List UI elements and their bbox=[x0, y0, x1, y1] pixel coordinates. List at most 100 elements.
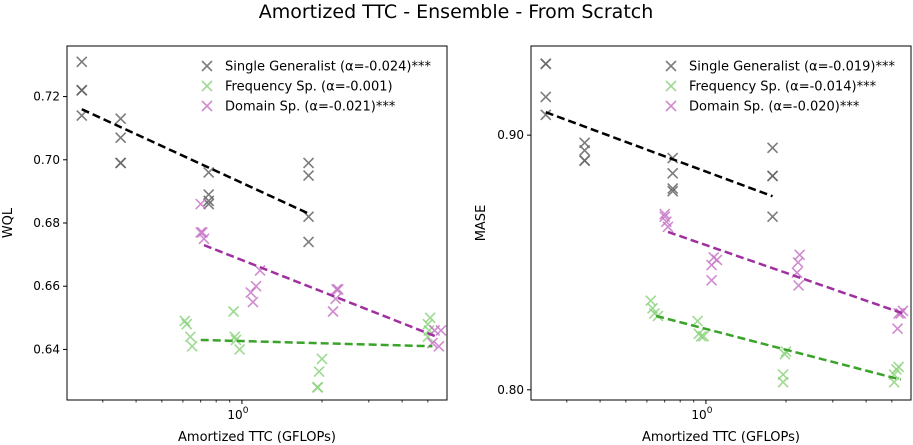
data-point bbox=[792, 256, 804, 269]
data-point bbox=[332, 283, 344, 295]
legend-item: Single Generalist (α=-0.024)*** bbox=[201, 60, 431, 75]
legend: Single Generalist (α=-0.024)*** Frequency… bbox=[201, 60, 431, 115]
legend-label: Domain Sp. (α=-0.020)*** bbox=[689, 100, 860, 115]
data-point bbox=[777, 376, 789, 388]
data-point bbox=[227, 305, 240, 318]
data-point bbox=[316, 353, 328, 365]
data-point bbox=[424, 312, 436, 324]
data-point bbox=[579, 144, 591, 156]
legend-label: Frequency Sp. (α=-0.001) bbox=[225, 80, 393, 95]
series-single-generalist bbox=[76, 56, 315, 248]
data-point bbox=[766, 170, 779, 182]
y-axis-label: WQL bbox=[1, 207, 16, 238]
data-point bbox=[706, 274, 718, 286]
legend-marker bbox=[665, 80, 677, 92]
data-point bbox=[184, 331, 196, 343]
trend-line bbox=[667, 230, 904, 315]
data-point bbox=[780, 346, 792, 358]
data-point bbox=[198, 233, 210, 245]
y-tick-label: 0.80 bbox=[497, 383, 524, 397]
data-point bbox=[195, 226, 207, 239]
legend: Single Generalist (α=-0.019)*** Frequency… bbox=[665, 60, 895, 115]
data-point bbox=[76, 109, 88, 122]
y-axis-label: MASE bbox=[474, 205, 489, 242]
data-point bbox=[196, 226, 208, 239]
data-point bbox=[793, 279, 805, 291]
data-point bbox=[247, 296, 259, 308]
data-point bbox=[888, 376, 900, 388]
legend-label: Single Generalist (α=-0.024)*** bbox=[225, 60, 431, 75]
series-domain-sp bbox=[195, 198, 447, 352]
data-point bbox=[579, 155, 591, 167]
x-tick-label: 100 bbox=[227, 406, 248, 422]
data-point bbox=[302, 170, 315, 182]
trend-line bbox=[81, 108, 310, 215]
y-tick-label: 0.68 bbox=[33, 216, 60, 230]
data-point bbox=[302, 157, 315, 169]
data-point bbox=[433, 340, 445, 352]
legend-item: Frequency Sp. (α=-0.001) bbox=[201, 80, 393, 95]
legend-label: Frequency Sp. (α=-0.014)*** bbox=[689, 80, 877, 95]
data-point bbox=[179, 315, 191, 327]
data-point bbox=[540, 58, 552, 70]
chart-panel-mase: 0.80 0.90 100 Amortized TTC (GFLOPs) MASE Sin… bbox=[474, 45, 912, 445]
data-point bbox=[540, 91, 552, 103]
plot-frame bbox=[530, 45, 912, 401]
data-point bbox=[203, 166, 215, 178]
data-point bbox=[203, 198, 215, 210]
data-point bbox=[891, 323, 904, 335]
legend-item: Domain Sp. (α=-0.021)*** bbox=[201, 100, 396, 115]
legend-marker bbox=[665, 100, 677, 112]
y-tick-label: 0.70 bbox=[33, 153, 60, 167]
data-point bbox=[766, 142, 779, 154]
series-frequency-sp bbox=[645, 295, 905, 388]
data-point bbox=[302, 236, 315, 248]
figure-title: Amortized TTC - Ensemble - From Scratch bbox=[259, 1, 654, 23]
x-tick-label: 100 bbox=[691, 406, 712, 422]
data-point bbox=[662, 221, 674, 233]
data-point bbox=[203, 195, 215, 207]
data-point bbox=[691, 315, 704, 327]
y-tick-label: 0.66 bbox=[33, 279, 60, 293]
legend-marker bbox=[665, 60, 677, 72]
legend-item: Single Generalist (α=-0.019)*** bbox=[665, 60, 895, 75]
y-tick-label: 0.90 bbox=[497, 128, 524, 142]
data-point bbox=[711, 254, 723, 266]
data-point bbox=[695, 330, 707, 342]
legend-label: Domain Sp. (α=-0.021)*** bbox=[225, 100, 396, 115]
trend-line bbox=[545, 111, 773, 198]
trend-line bbox=[203, 243, 438, 338]
trend-line bbox=[200, 338, 433, 348]
data-point bbox=[115, 132, 127, 144]
data-point bbox=[115, 113, 127, 125]
data-point bbox=[311, 381, 323, 393]
y-tick-label: 0.72 bbox=[33, 90, 60, 104]
legend-marker bbox=[201, 60, 213, 72]
data-point bbox=[115, 157, 127, 169]
data-point bbox=[186, 340, 198, 352]
data-point bbox=[250, 280, 262, 292]
legend-marker bbox=[201, 80, 213, 92]
data-point bbox=[230, 334, 242, 346]
data-point bbox=[667, 183, 679, 195]
chart-panel-wql: 0.64 0.66 0.68 0.70 0.72 100 Amortized TTC (GF… bbox=[1, 45, 448, 445]
trend-line bbox=[655, 314, 902, 381]
data-point bbox=[667, 185, 679, 197]
legend-item: Frequency Sp. (α=-0.014)*** bbox=[665, 80, 877, 95]
data-point bbox=[254, 264, 266, 276]
x-axis-label: Amortized TTC (GFLOPs) bbox=[642, 430, 800, 445]
legend-marker bbox=[201, 100, 213, 112]
data-point bbox=[327, 305, 339, 318]
series-frequency-sp bbox=[179, 305, 436, 393]
data-point bbox=[76, 84, 88, 96]
legend-item: Domain Sp. (α=-0.020)*** bbox=[665, 100, 860, 115]
data-point bbox=[667, 167, 679, 179]
data-point bbox=[313, 365, 325, 378]
data-point bbox=[331, 283, 343, 295]
legend-label: Single Generalist (α=-0.019)*** bbox=[689, 60, 895, 75]
data-point bbox=[181, 318, 193, 330]
data-point bbox=[195, 198, 207, 210]
data-point bbox=[540, 109, 552, 121]
